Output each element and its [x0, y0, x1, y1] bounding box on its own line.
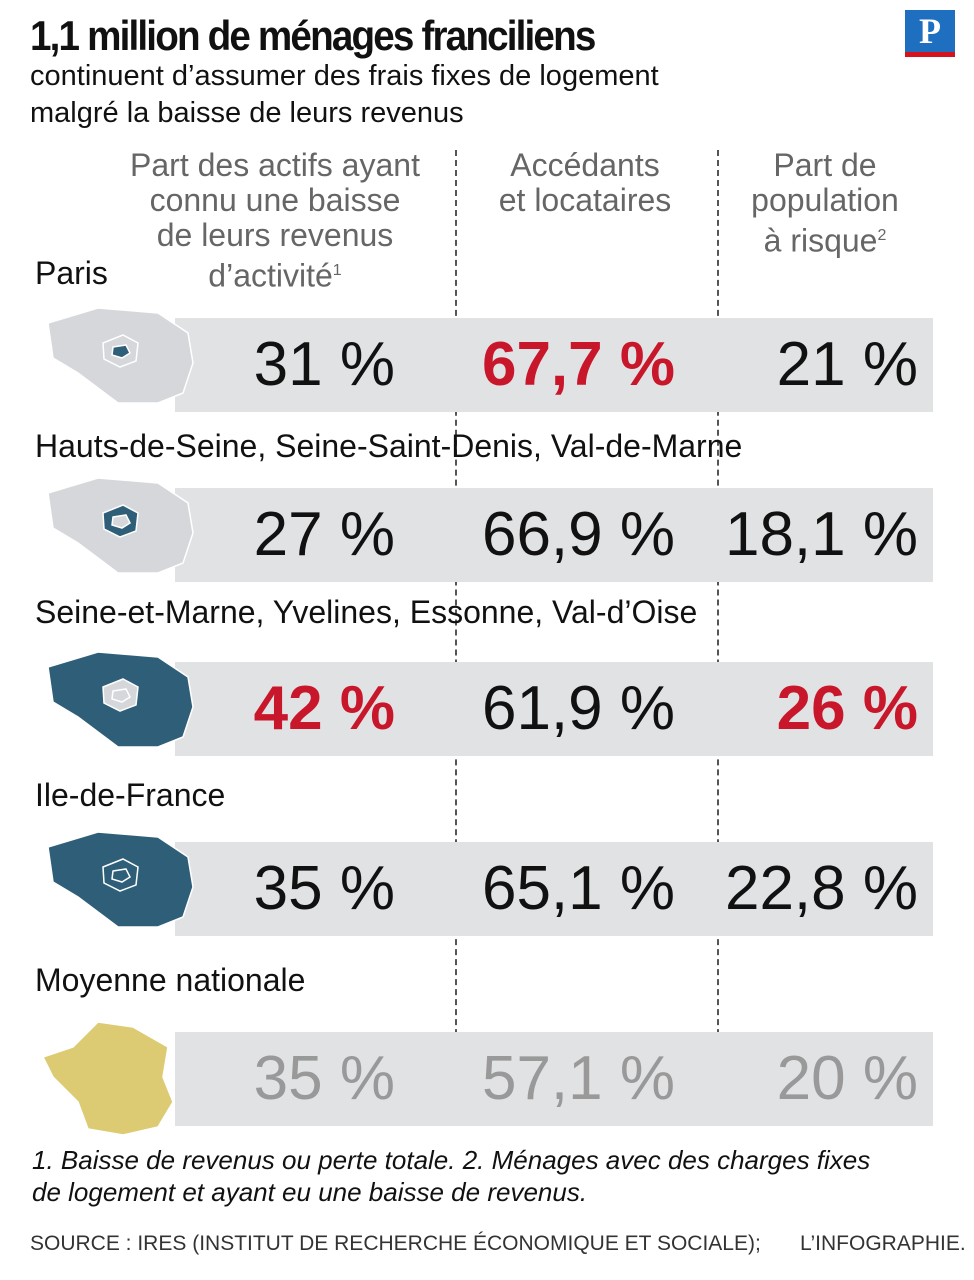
cell-value: 67,7 %	[481, 330, 675, 399]
map-shape	[111, 868, 131, 883]
title: 1,1 million de ménages franciliens	[30, 12, 596, 59]
footnote-ref: 1	[332, 262, 342, 279]
row-label: Moyenne nationale	[35, 962, 306, 998]
subtitle: malgré la baisse de leurs revenus	[30, 97, 464, 129]
map-shape	[111, 514, 131, 529]
column-header-line: Part de	[625, 148, 974, 183]
column-header-text: d’activité	[208, 257, 333, 294]
map	[41, 1021, 174, 1136]
footnote-ref: 2	[877, 227, 887, 244]
column-header-text: à risque	[763, 222, 878, 259]
row-label: Ile-de-France	[35, 777, 226, 813]
map	[47, 651, 194, 748]
row-label: Seine-et-Marne, Yvelines, Essonne, Val-d…	[35, 594, 698, 630]
row-band	[175, 842, 933, 936]
column-header-text: population	[751, 182, 899, 218]
row-band	[175, 318, 933, 412]
subtitle: continuent d’assumer des frais fixes de …	[30, 60, 659, 92]
cell-value: 61,9 %	[481, 674, 675, 743]
column-header-text: Part de	[773, 147, 877, 183]
cell-value: 57,1 %	[481, 1044, 675, 1113]
separator	[455, 150, 457, 1125]
column-header-line: d’activité1	[75, 253, 475, 294]
cell-value: 31 %	[253, 330, 395, 399]
cell-value: 22,8 %	[724, 854, 918, 923]
row-band	[175, 662, 933, 756]
column-header: Accédants et locataires	[385, 148, 785, 218]
row-label: Paris	[35, 255, 108, 291]
cell-value: 35 %	[253, 854, 395, 923]
row-band	[175, 1032, 933, 1126]
map-shape	[41, 1021, 174, 1136]
map-shape	[111, 344, 131, 359]
map-shape	[111, 688, 131, 703]
column-header-text: et locataires	[498, 182, 672, 218]
footnote: de logement et ayant eu une baisse de re…	[32, 1177, 588, 1207]
cell-value: 35 %	[253, 1044, 395, 1113]
column-header-line: Accédants	[385, 148, 785, 183]
cell-value: 21 %	[776, 330, 918, 399]
column-header-line: de leurs revenus	[75, 218, 475, 253]
cell-value: 65,1 %	[481, 854, 675, 923]
credit: L’INFOGRAPHIE.	[800, 1232, 966, 1255]
column-header-line: Part des actifs ayant	[75, 148, 475, 183]
logo: P	[905, 10, 955, 57]
cell-value: 26 %	[776, 674, 918, 743]
cell-value: 27 %	[253, 500, 395, 569]
row-band	[175, 488, 933, 582]
column-header-line: à risque2	[625, 218, 974, 259]
cell-value: 66,9 %	[481, 500, 675, 569]
cell-value: 20 %	[776, 1044, 918, 1113]
column-header-line: et locataires	[385, 183, 785, 218]
column-header-text: connu une baisse	[149, 182, 401, 218]
column-header-line: connu une baisse	[75, 183, 475, 218]
map	[47, 307, 194, 404]
column-header: Part de population à risque2	[625, 148, 974, 259]
column-header: Part des actifs ayant connu une baisse de …	[75, 148, 475, 294]
column-header-line: population	[625, 183, 974, 218]
footnote: 1. Baisse de revenus ou perte totale. 2.…	[32, 1145, 871, 1175]
map	[47, 477, 194, 574]
column-header-text: Part des actifs ayant	[130, 147, 420, 183]
source: SOURCE : IRES (INSTITUT DE RECHERCHE ÉCO…	[30, 1232, 761, 1255]
cell-value: 18,1 %	[724, 500, 918, 569]
row-label: Hauts-de-Seine, Seine-Saint-Denis, Val-d…	[35, 428, 743, 464]
column-header-text: Accédants	[510, 147, 660, 183]
cell-value: 42 %	[253, 674, 395, 743]
column-header-text: de leurs revenus	[156, 217, 394, 253]
separator	[717, 150, 719, 1125]
map	[47, 831, 194, 928]
